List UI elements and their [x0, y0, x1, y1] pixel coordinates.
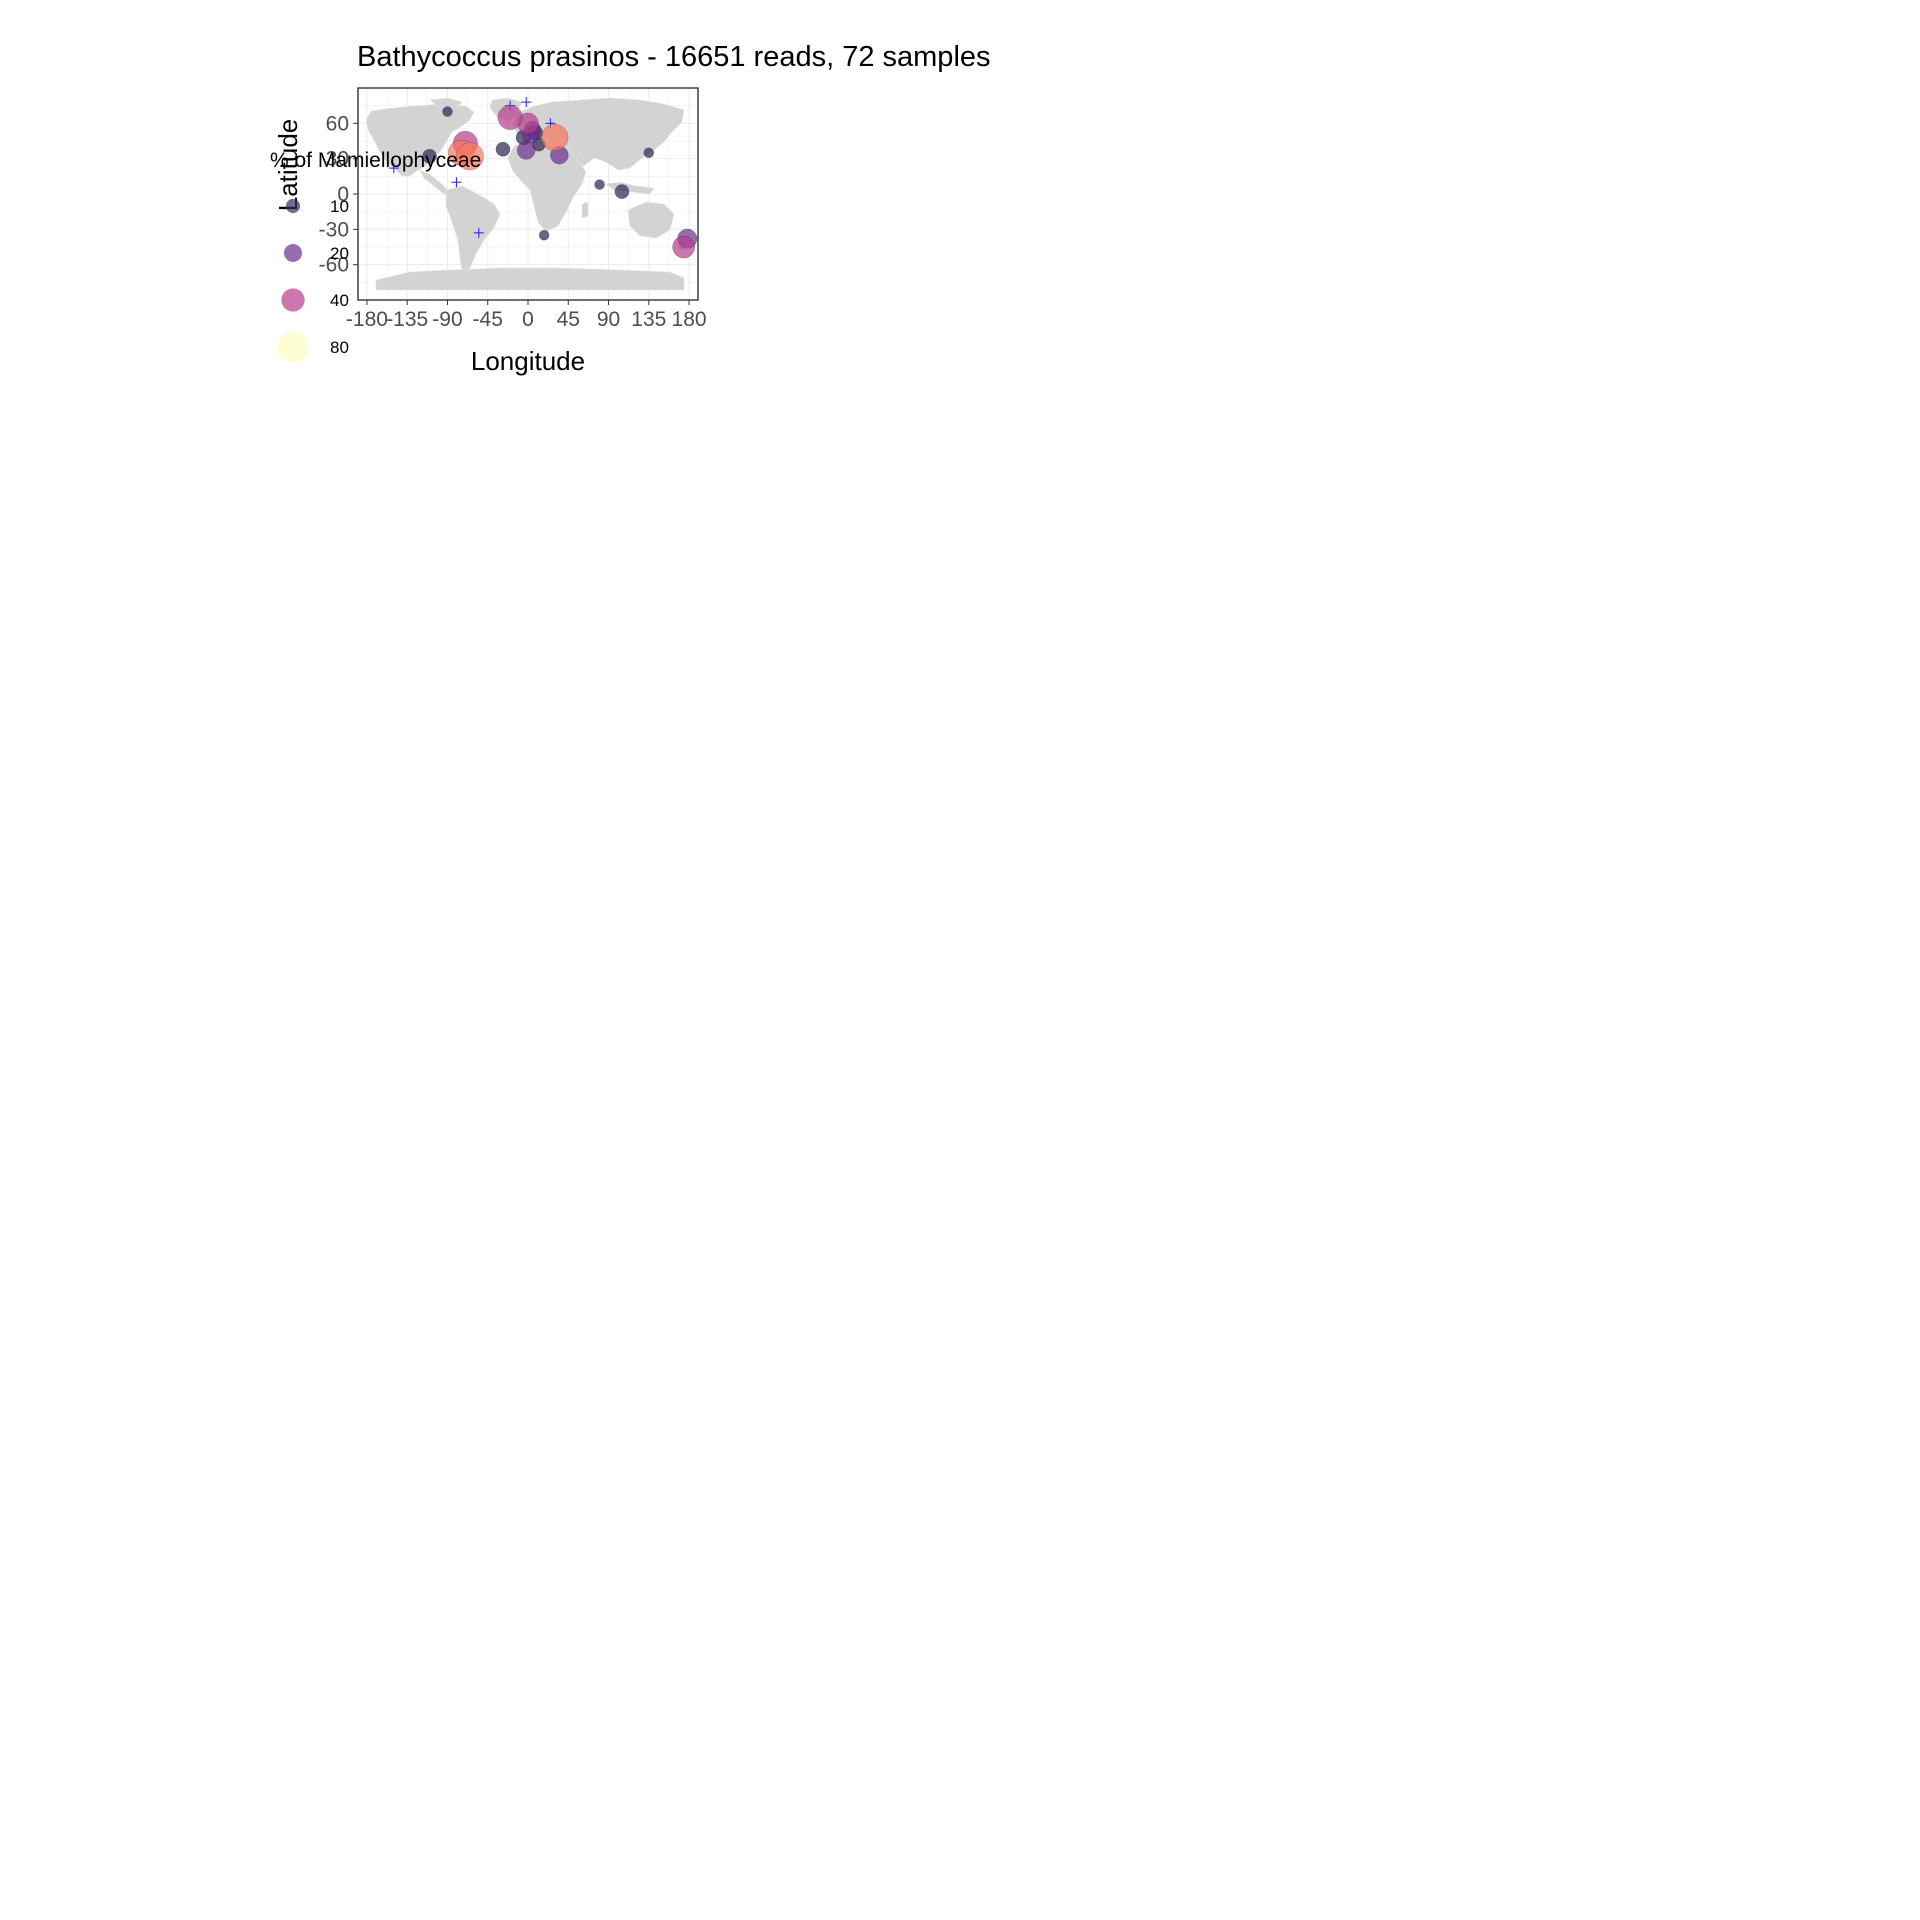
absent-marker — [388, 163, 399, 174]
sample-point — [495, 141, 511, 157]
y-axis-title: Latitude — [273, 119, 303, 212]
axes: -180-135 -90 -45 0 45 90 135 180 60 30 0 -30 -60 — [319, 112, 707, 331]
legend-keys: 10 20 40 80 — [277, 197, 349, 363]
legend-key-label: 10 — [330, 197, 349, 216]
sample-point — [643, 147, 655, 159]
x-tick-label: -45 — [473, 308, 503, 331]
sample-point — [516, 141, 536, 160]
y-tick-label: 30 — [326, 148, 349, 171]
y-tick-label: -30 — [319, 218, 349, 241]
legend-key-label: 80 — [330, 338, 349, 357]
sample-point — [442, 106, 453, 117]
sample-point — [594, 179, 605, 190]
x-tick-label: 180 — [672, 308, 707, 331]
legend: % of Mamiellophyceae 10 20 40 80 — [270, 149, 481, 363]
y-tick-label: 0 — [337, 183, 349, 206]
x-tick-label: -180 — [346, 308, 388, 331]
legend-key-circle — [281, 288, 305, 312]
legend-key-label: 40 — [330, 291, 349, 310]
y-tick-label: -60 — [319, 254, 349, 277]
sample-point — [455, 142, 484, 171]
land-arctic-islands — [429, 97, 463, 109]
land-antarctica — [375, 267, 685, 291]
chart-title: Bathycoccus prasinos - 16651 reads, 72 s… — [357, 41, 991, 73]
x-tick-label: -90 — [432, 308, 462, 331]
legend-title: % of Mamiellophyceae — [270, 149, 481, 172]
absent-marker — [473, 227, 484, 238]
land-madagascar — [581, 201, 589, 219]
x-tick-label: 45 — [557, 308, 580, 331]
data-points — [422, 104, 698, 259]
sample-point — [422, 148, 437, 164]
x-tick-label: -135 — [386, 308, 428, 331]
legend-key-circle — [285, 198, 301, 214]
sample-point — [541, 123, 569, 151]
sample-point — [614, 184, 630, 199]
x-tick-label: 90 — [597, 308, 620, 331]
sample-point — [672, 235, 696, 259]
land-south-america — [445, 185, 501, 273]
sample-point — [497, 104, 523, 130]
sample-point — [538, 229, 550, 241]
y-tick-label: 60 — [326, 112, 349, 135]
x-tick-label: 0 — [522, 308, 534, 331]
legend-key-label: 20 — [330, 244, 349, 263]
world-land-map — [365, 97, 687, 291]
absent-marker — [521, 97, 532, 108]
plot-panel — [357, 87, 699, 301]
x-tick-label: 135 — [631, 308, 666, 331]
legend-key-circle — [284, 244, 302, 262]
legend-key-circle — [277, 331, 309, 363]
x-axis-title: Longitude — [471, 346, 585, 376]
land-australia — [627, 201, 675, 239]
absent-marker — [451, 177, 462, 188]
